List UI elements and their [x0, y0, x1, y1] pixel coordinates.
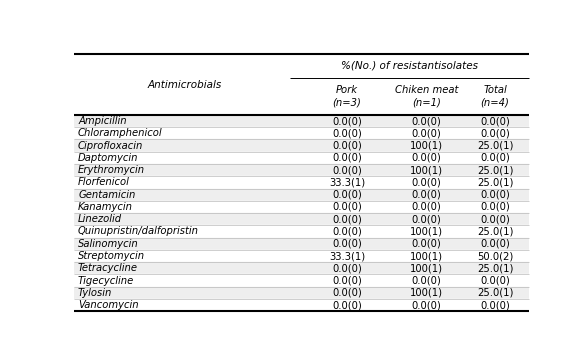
Text: Pork
(n=3): Pork (n=3) [332, 85, 362, 107]
Bar [74, 152, 529, 164]
Text: 0.0(0): 0.0(0) [332, 300, 362, 310]
Text: 25.0(1): 25.0(1) [477, 263, 513, 273]
Text: 0.0(0): 0.0(0) [412, 177, 442, 187]
Text: 0.0(0): 0.0(0) [412, 202, 442, 212]
Bar [74, 238, 529, 250]
Bar [74, 164, 529, 176]
Text: 0.0(0): 0.0(0) [412, 116, 442, 126]
Text: 0.0(0): 0.0(0) [332, 214, 362, 224]
Text: Total
(n=4): Total (n=4) [480, 85, 509, 107]
Text: 0.0(0): 0.0(0) [412, 129, 442, 138]
Text: 100(1): 100(1) [410, 141, 443, 151]
Text: 0.0(0): 0.0(0) [332, 276, 362, 285]
Text: 0.0(0): 0.0(0) [332, 116, 362, 126]
Text: 0.0(0): 0.0(0) [332, 288, 362, 298]
Text: 0.0(0): 0.0(0) [412, 239, 442, 249]
Text: 100(1): 100(1) [410, 288, 443, 298]
Text: 0.0(0): 0.0(0) [332, 141, 362, 151]
Text: 0.0(0): 0.0(0) [480, 214, 510, 224]
Text: 100(1): 100(1) [410, 165, 443, 175]
Text: 33.3(1): 33.3(1) [329, 177, 365, 187]
Text: 0.0(0): 0.0(0) [480, 190, 510, 200]
Text: 0.0(0): 0.0(0) [480, 300, 510, 310]
Text: 0.0(0): 0.0(0) [480, 116, 510, 126]
Bar [74, 213, 529, 225]
Bar [74, 299, 529, 311]
Text: 0.0(0): 0.0(0) [480, 276, 510, 285]
Text: 0.0(0): 0.0(0) [480, 239, 510, 249]
Text: 0.0(0): 0.0(0) [332, 129, 362, 138]
Bar [74, 115, 529, 127]
Text: 33.3(1): 33.3(1) [329, 251, 365, 261]
Text: 0.0(0): 0.0(0) [412, 300, 442, 310]
Text: Erythromycin: Erythromycin [78, 165, 145, 175]
Bar [74, 287, 529, 299]
Text: Ciprofloxacin: Ciprofloxacin [78, 141, 143, 151]
Text: Tylosin: Tylosin [78, 288, 112, 298]
Text: Ampicillin: Ampicillin [78, 116, 126, 126]
Text: 100(1): 100(1) [410, 251, 443, 261]
Text: 0.0(0): 0.0(0) [480, 153, 510, 163]
Text: Tigecycline: Tigecycline [78, 276, 134, 285]
Text: Linezolid: Linezolid [78, 214, 122, 224]
Text: 0.0(0): 0.0(0) [332, 263, 362, 273]
Text: Gentamicin: Gentamicin [78, 190, 135, 200]
Bar [74, 274, 529, 287]
Text: 50.0(2): 50.0(2) [477, 251, 513, 261]
Text: 0.0(0): 0.0(0) [412, 214, 442, 224]
Text: 0.0(0): 0.0(0) [480, 202, 510, 212]
Text: Daptomycin: Daptomycin [78, 153, 139, 163]
Text: Antimicrobials: Antimicrobials [148, 80, 222, 89]
Bar [74, 262, 529, 274]
Bar [74, 140, 529, 152]
Text: 0.0(0): 0.0(0) [332, 227, 362, 237]
Text: 25.0(1): 25.0(1) [477, 141, 513, 151]
Bar [74, 225, 529, 238]
Bar [74, 188, 529, 201]
Text: 25.0(1): 25.0(1) [477, 177, 513, 187]
Text: Vancomycin: Vancomycin [78, 300, 139, 310]
Text: Florfenicol: Florfenicol [78, 177, 130, 187]
Text: 25.0(1): 25.0(1) [477, 288, 513, 298]
Text: 0.0(0): 0.0(0) [412, 276, 442, 285]
Text: 0.0(0): 0.0(0) [332, 202, 362, 212]
Text: 25.0(1): 25.0(1) [477, 165, 513, 175]
Text: Chloramphenicol: Chloramphenicol [78, 129, 163, 138]
Text: Kanamycin: Kanamycin [78, 202, 133, 212]
Text: 0.0(0): 0.0(0) [332, 165, 362, 175]
Text: 25.0(1): 25.0(1) [477, 227, 513, 237]
Text: %(No.) of resistantisolates: %(No.) of resistantisolates [341, 61, 478, 71]
Text: Salinomycin: Salinomycin [78, 239, 139, 249]
Text: 0.0(0): 0.0(0) [332, 239, 362, 249]
Text: Chiken meat
(n=1): Chiken meat (n=1) [395, 85, 459, 107]
Bar [74, 127, 529, 140]
Text: 0.0(0): 0.0(0) [480, 129, 510, 138]
Text: 100(1): 100(1) [410, 263, 443, 273]
Text: 100(1): 100(1) [410, 227, 443, 237]
Text: Quinupristin/dalfopristin: Quinupristin/dalfopristin [78, 227, 199, 237]
Text: 0.0(0): 0.0(0) [412, 190, 442, 200]
Text: 0.0(0): 0.0(0) [412, 153, 442, 163]
Bar [74, 250, 529, 262]
Bar [74, 201, 529, 213]
Text: Tetracycline: Tetracycline [78, 263, 138, 273]
Text: 0.0(0): 0.0(0) [332, 153, 362, 163]
Bar [74, 176, 529, 188]
Text: 0.0(0): 0.0(0) [332, 190, 362, 200]
Text: Streptomycin: Streptomycin [78, 251, 145, 261]
